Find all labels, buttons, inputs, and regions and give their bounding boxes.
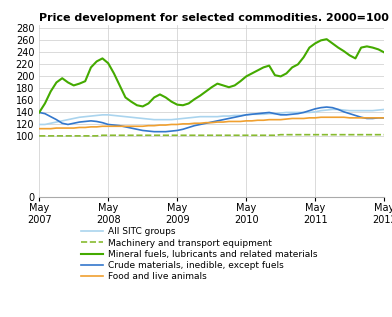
Legend: All SITC groups, Machinery and transport equipment, Mineral fuels, lubricants an: All SITC groups, Machinery and transport…	[81, 227, 317, 281]
Text: Price development for selected commodities. 2000=100: Price development for selected commoditi…	[39, 13, 389, 23]
